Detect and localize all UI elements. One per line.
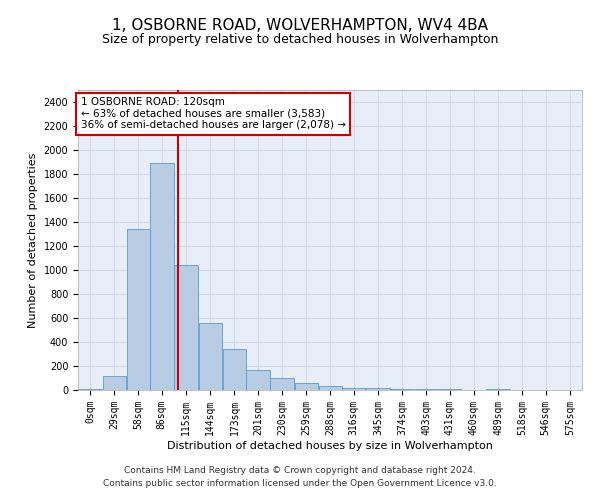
Bar: [127, 229, 150, 390]
Text: Size of property relative to detached houses in Wolverhampton: Size of property relative to detached ho…: [102, 32, 498, 46]
Bar: [319, 386, 342, 390]
Bar: [487, 389, 510, 390]
Bar: [342, 388, 365, 390]
Bar: [175, 265, 198, 390]
Bar: [271, 378, 294, 390]
Bar: [415, 389, 438, 390]
Text: 1 OSBORNE ROAD: 120sqm
← 63% of detached houses are smaller (3,583)
36% of semi-: 1 OSBORNE ROAD: 120sqm ← 63% of detached…: [80, 97, 346, 130]
Y-axis label: Number of detached properties: Number of detached properties: [28, 152, 38, 328]
Text: 1, OSBORNE ROAD, WOLVERHAMPTON, WV4 4BA: 1, OSBORNE ROAD, WOLVERHAMPTON, WV4 4BA: [112, 18, 488, 32]
X-axis label: Distribution of detached houses by size in Wolverhampton: Distribution of detached houses by size …: [167, 440, 493, 450]
Text: Contains HM Land Registry data © Crown copyright and database right 2024.
Contai: Contains HM Land Registry data © Crown c…: [103, 466, 497, 487]
Bar: [223, 349, 246, 390]
Bar: [246, 370, 269, 390]
Bar: [295, 384, 318, 390]
Bar: [150, 163, 173, 390]
Bar: [366, 388, 389, 390]
Bar: [79, 389, 102, 390]
Bar: [199, 323, 222, 390]
Bar: [103, 376, 126, 390]
Bar: [391, 388, 414, 390]
